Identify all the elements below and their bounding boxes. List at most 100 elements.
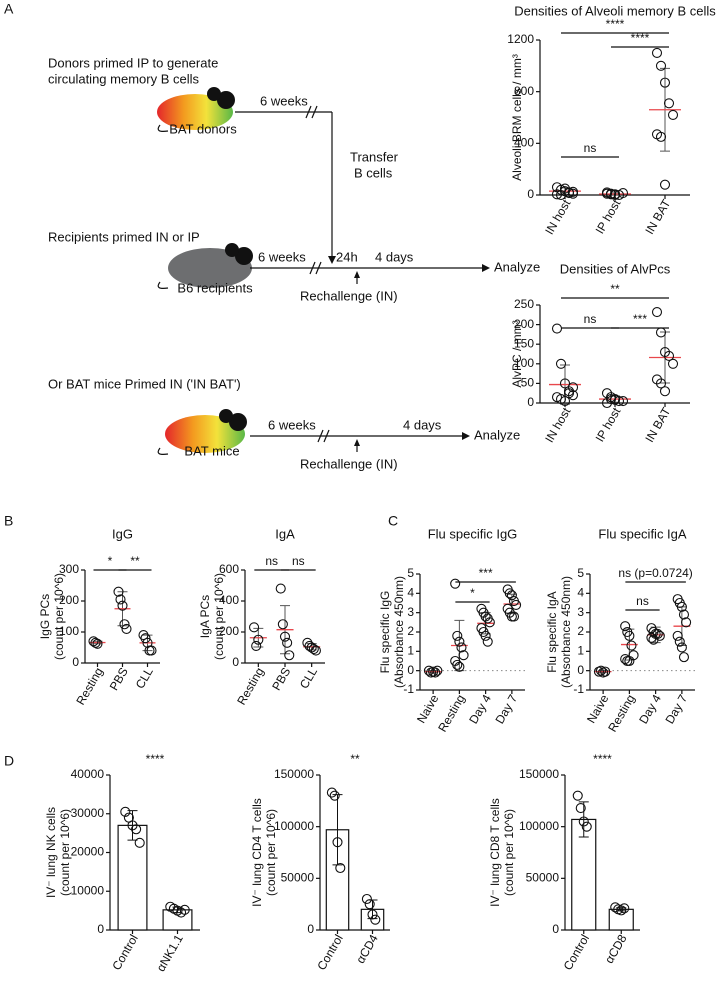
data-point [624,630,635,641]
diagram-text: B6 recipients [177,280,253,295]
y-tick-label: 800 [514,84,534,98]
data-point [452,659,463,670]
significance-label: ** [610,282,620,296]
data-point [678,609,690,620]
data-point [667,109,679,120]
diagram-text: 4 days [403,417,442,432]
data-point [600,666,611,677]
data-point [484,617,495,628]
diagram-text: BAT donors [169,121,237,136]
panel-label: C [388,513,398,529]
data-point [430,667,441,678]
x-tick-label: CLL [133,665,156,691]
x-tick-label: Control [561,932,592,973]
x-tick-label: Naive [584,692,612,726]
data-point [559,378,571,389]
y-tick-label: 5 [407,566,414,580]
data-point [678,652,690,663]
data-point [572,790,583,801]
y-axis-label: (count per 10^6) [52,573,66,660]
data-point [667,358,679,369]
significance-label: **** [606,17,625,31]
y-tick-label: 200 [219,624,239,638]
diagram-text: BAT mice [184,443,239,458]
data-point [672,630,683,641]
data-point [559,395,571,407]
y-axis-label: Flu specific IgG [378,591,392,674]
data-point [659,386,671,397]
panel-label: B [4,513,13,529]
data-point [127,820,138,831]
data-point [616,905,627,916]
y-tick-label: 150000 [519,767,559,781]
data-point [176,907,187,918]
y-tick-label: 1200 [507,32,534,46]
data-point [508,611,520,622]
data-point [90,637,101,648]
significance-label: * [470,586,475,600]
significance-label: **** [631,31,650,45]
y-tick-label: 0 [232,655,239,669]
chart-title: IgA [275,526,295,541]
data-point [482,636,493,647]
y-tick-label: 3 [577,605,584,619]
chart-title: Flu specific IgG [428,526,518,541]
y-tick-label: 0 [97,922,104,936]
data-point [113,586,124,597]
error-bar [578,801,589,838]
data-point [624,655,635,667]
data-point [432,665,443,676]
diagram-text: Rechallenge (IN) [300,288,398,303]
data-point [659,77,671,88]
x-tick-label: Resting [234,665,266,707]
data-point [655,131,667,142]
data-point [605,189,617,200]
data-point [676,601,687,612]
data-point [581,821,592,832]
y-tick-label: 100 [514,356,534,370]
chart-title: Flu specific IgA [598,526,686,541]
diagram-text: 6 weeks [258,249,306,264]
y-tick-label: 0 [307,922,314,936]
data-point [456,642,467,653]
x-tick-label: IP host [593,197,624,237]
data-point [622,655,633,667]
y-tick-label: 0 [72,655,79,669]
data-point [425,667,437,678]
data-point [253,634,264,645]
data-point [676,642,687,653]
mouse-icon [157,243,253,289]
mouse-icon [157,87,235,132]
data-point [134,837,145,848]
y-tick-label: -1 [403,682,414,696]
x-tick-label: αCD4 [353,932,381,966]
data-point [511,599,522,610]
y-tick-label: 100000 [519,819,559,833]
data-point [454,661,465,672]
y-tick-label: 150000 [274,767,314,781]
data-point [480,630,491,641]
y-tick-label: 50000 [281,871,315,885]
data-point [452,630,463,641]
data-point [275,583,286,594]
data-point [282,637,293,648]
y-axis-label: Alveoli BRM cells / mm³ [510,54,524,181]
x-tick-label: Day 7 [662,692,690,726]
data-point [648,634,659,645]
y-tick-label: 400 [219,593,239,607]
data-point [140,633,151,644]
y-axis-label: IgA PCs [198,595,212,638]
y-tick-label: 2 [407,624,414,638]
data-point [646,632,657,643]
data-point [423,665,434,676]
data-point [131,824,142,835]
y-tick-label: 30000 [71,806,105,820]
data-point [115,594,126,605]
y-tick-label: 1 [407,644,414,658]
y-tick-label: 200 [514,317,534,331]
data-point [663,350,675,362]
x-tick-label: αCD8 [602,932,630,966]
bar [571,818,597,931]
data-point [450,578,461,589]
